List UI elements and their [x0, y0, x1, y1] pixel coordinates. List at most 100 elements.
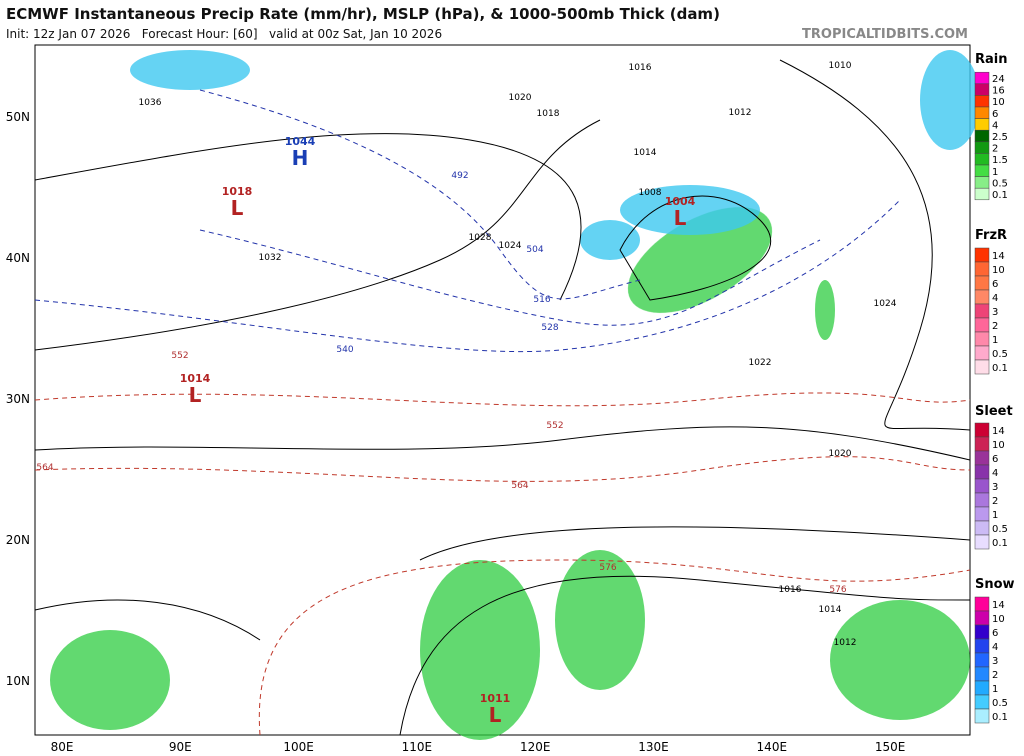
- lon-label: 130E: [638, 740, 669, 754]
- legend-level: 24: [992, 74, 1005, 85]
- legend-swatch: [974, 129, 990, 143]
- legend-swatch: [974, 345, 990, 361]
- legend-swatch: [974, 275, 990, 291]
- isobar-label: 1014: [819, 605, 842, 615]
- rain-areas: [50, 207, 970, 740]
- isobar-label: 1008: [639, 188, 662, 198]
- legend-swatch: [974, 464, 990, 480]
- lat-label: 20N: [6, 533, 30, 547]
- legend-level: 2: [992, 670, 998, 681]
- legend-level: 1: [992, 510, 998, 521]
- lon-label: 100E: [283, 740, 314, 754]
- legend-swatch: [974, 422, 990, 438]
- thickness-label: 576: [829, 585, 846, 595]
- legend-swatch: [974, 359, 990, 375]
- isobar-label: 1014: [634, 148, 657, 158]
- center-symbol: L: [489, 703, 502, 727]
- thickness-cold: [34, 89, 901, 353]
- legend-title: FrzR: [975, 228, 1007, 243]
- thickness-label: 528: [541, 323, 558, 333]
- legend-swatch: [974, 261, 990, 277]
- legend-swatch: [974, 506, 990, 522]
- thickness-label: 552: [171, 351, 188, 361]
- legend-swatch: [974, 331, 990, 347]
- legend-swatch: [974, 596, 990, 612]
- legend-level: 3: [992, 656, 998, 667]
- legend-swatch: [974, 164, 990, 177]
- legend-title: Sleet: [975, 404, 1013, 419]
- lon-label: 150E: [875, 740, 906, 754]
- legend-swatch: [974, 638, 990, 654]
- legend-swatch: [974, 680, 990, 696]
- thickness-label: 516: [533, 295, 550, 305]
- thickness-label: 492: [451, 171, 468, 181]
- legend-level: 14: [992, 600, 1005, 611]
- legend-level: 6: [992, 628, 998, 639]
- title: ECMWF Instantaneous Precip Rate (mm/hr),…: [6, 5, 720, 23]
- thickness-warm: [34, 392, 971, 736]
- legend-swatch: [974, 694, 990, 710]
- legend-swatch: [974, 624, 990, 640]
- lon-label: 110E: [402, 740, 433, 754]
- isobar-label: 1024: [499, 241, 522, 251]
- lat-label: 30N: [6, 392, 30, 406]
- legend-level: 0.5: [992, 349, 1008, 360]
- isobar-label: 1012: [834, 638, 857, 648]
- legend-level: 1.5: [992, 155, 1008, 166]
- map: 1044H1018L1014L1004L1011L103610321028102…: [34, 44, 980, 740]
- watermark: TROPICALTIDBITS.COM: [802, 27, 968, 42]
- center-symbol: L: [189, 383, 202, 407]
- center-symbol: L: [231, 196, 244, 220]
- legend-swatch: [974, 187, 990, 201]
- legend-swatch: [974, 450, 990, 466]
- legend-swatch: [974, 708, 990, 724]
- center-value: 1011: [480, 692, 511, 705]
- lat-label: 10N: [6, 674, 30, 688]
- center-symbol: L: [674, 206, 687, 230]
- legend-level: 0.1: [992, 190, 1008, 201]
- legend-swatch: [974, 153, 990, 166]
- legend-title: Snow: [975, 577, 1015, 592]
- center-value: 1014: [180, 372, 211, 385]
- legend-level: 2: [992, 321, 998, 332]
- legend-swatch: [974, 303, 990, 319]
- legend-level: 0.5: [992, 524, 1008, 535]
- legend: Rain241610642.521.510.50.1FrzR1410643210…: [974, 52, 1015, 724]
- legend-swatch: [974, 520, 990, 536]
- legend-swatch: [974, 106, 990, 119]
- thickness-label: 576: [599, 563, 616, 573]
- snow-areas: [130, 50, 980, 260]
- legend-level: 4: [992, 642, 998, 653]
- legend-level: 1: [992, 335, 998, 346]
- legend-swatch: [974, 610, 990, 626]
- legend-swatch: [974, 534, 990, 550]
- legend-level: 14: [992, 251, 1005, 262]
- center-value: 1044: [285, 135, 316, 148]
- isobar-label: 1010: [829, 61, 852, 71]
- isobars: [34, 59, 971, 736]
- legend-level: 10: [992, 265, 1005, 276]
- legend-level: 4: [992, 293, 998, 304]
- legend-level: 2.5: [992, 132, 1008, 143]
- lat-label: 40N: [6, 251, 30, 265]
- center-symbol: H: [292, 146, 309, 170]
- isobar-label: 1032: [259, 253, 282, 263]
- legend-level: 1: [992, 167, 998, 178]
- legend-level: 3: [992, 307, 998, 318]
- thickness-label: 540: [336, 345, 353, 355]
- isobar-label: 1016: [629, 63, 652, 73]
- legend-level: 6: [992, 109, 998, 120]
- isobar-label: 1018: [537, 109, 560, 119]
- subtitle: Init: 12z Jan 07 2026 Forecast Hour: [60…: [6, 27, 442, 41]
- isobar-label: 1020: [829, 449, 852, 459]
- legend-swatch: [974, 95, 990, 108]
- lon-label: 140E: [757, 740, 788, 754]
- legend-level: 4: [992, 120, 998, 131]
- legend-level: 10: [992, 614, 1005, 625]
- legend-level: 0.1: [992, 538, 1008, 549]
- legend-level: 4: [992, 468, 998, 479]
- isobar-label: 1020: [509, 93, 532, 103]
- legend-swatch: [974, 176, 990, 189]
